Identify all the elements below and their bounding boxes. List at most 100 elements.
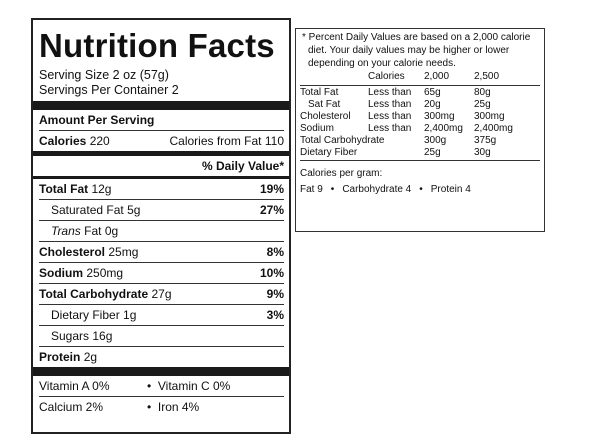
nutrient-amount: 16g <box>92 329 113 343</box>
nutrition-facts-label: Nutrition Facts Serving Size 2 oz (57g) … <box>31 18 291 434</box>
table-cell: 80g <box>474 87 491 98</box>
header-cell: 2,000 <box>424 71 474 86</box>
protein-per-gram: Protein 4 <box>430 184 471 195</box>
table-cell: 2,400mg <box>474 123 513 134</box>
table-row: Sodium Less than 2,400mg 2,400mg <box>300 123 540 135</box>
calories-row: Calories 220 Calories from Fat 110 <box>39 130 284 151</box>
nutrient-row-trans-fat: Trans Fat 0g <box>39 220 284 241</box>
fat-per-gram: Fat 9 <box>300 184 323 195</box>
iron: Iron 4% <box>157 400 200 414</box>
thick-divider <box>33 101 289 110</box>
calories-label: Calories <box>39 134 87 148</box>
nutrient-name: Trans <box>51 224 81 238</box>
nutrient-name: Sodium <box>39 266 83 280</box>
nutrient-name: Cholesterol <box>39 245 106 259</box>
nutrient-row-total-carbohydrate: Total Carbohydrate 27g 9% <box>39 283 284 304</box>
daily-values-footnote: * Percent Daily Values are based on a 2,… <box>295 28 545 232</box>
header-cell: Calories <box>368 71 424 86</box>
vitamin-row-2: Calcium 2% • Iron 4% <box>39 396 284 417</box>
table-row: Dietary Fiber 25g 30g <box>300 147 540 161</box>
nutrient-amount: 25mg <box>108 245 139 259</box>
vitamin-c: Vitamin C 0% <box>157 379 231 393</box>
bullet: • <box>419 184 423 195</box>
table-header-row: Calories 2,000 2,500 <box>300 71 540 86</box>
calories-from-fat-value: 110 <box>264 134 284 148</box>
vitamin-a: Vitamin A 0% <box>39 379 110 393</box>
calories-per-gram-values: Fat 9 • Carbohydrate 4 • Protein 4 <box>300 183 540 196</box>
medium-divider-2 <box>33 176 289 179</box>
label-title: Nutrition Facts <box>39 27 275 64</box>
table-cell: 300g <box>424 135 447 146</box>
nutrient-amount: 12g <box>91 182 112 196</box>
nutrient-name: Saturated Fat <box>51 203 124 217</box>
thick-divider-2 <box>33 367 289 376</box>
nutrient-row-dietary-fiber: Dietary Fiber 1g 3% <box>39 304 284 325</box>
calcium: Calcium 2% <box>39 400 104 414</box>
medium-divider <box>33 151 289 156</box>
header-cell <box>300 71 368 86</box>
header-cell: 2,500 <box>474 71 540 86</box>
nutrient-row-total-fat: Total Fat 12g 19% <box>39 179 284 199</box>
bullet: • <box>147 379 152 393</box>
nutrient-name: Sugars <box>51 329 90 343</box>
nutrient-pct: 3% <box>266 308 284 322</box>
table-cell: 2,400mg <box>424 123 463 134</box>
vitamin-row-1: Vitamin A 0% • Vitamin C 0% <box>39 376 284 396</box>
nutrient-name: Total Fat <box>39 182 89 196</box>
table-cell: Total Carbohydrate <box>300 135 385 146</box>
table-cell: 25g <box>474 99 491 110</box>
table-cell: Less than <box>368 123 412 134</box>
serving-size: Serving Size 2 oz (57g) <box>39 68 169 82</box>
table-row: Sat Fat Less than 20g 25g <box>300 99 540 111</box>
table-cell: Less than <box>368 99 412 110</box>
table-cell: Less than <box>368 87 412 98</box>
amount-per-serving: Amount Per Serving <box>39 113 155 127</box>
table-row: Total Carbohydrate 300g 375g <box>300 135 540 147</box>
table-cell: Cholesterol <box>300 111 351 122</box>
table-cell: 375g <box>474 135 497 146</box>
nutrient-row-protein: Protein 2g <box>39 346 284 367</box>
nutrient-name: Total Carbohydrate <box>39 287 149 301</box>
nutrient-name: Dietary Fiber <box>51 308 120 322</box>
nutrient-pct: 8% <box>266 245 284 259</box>
nutrient-amount: 250mg <box>86 266 124 280</box>
table-row: Cholesterol Less than 300mg 300mg <box>300 111 540 123</box>
table-cell: 65g <box>424 87 441 98</box>
calories-from-fat-label: Calories from Fat <box>169 134 262 148</box>
nutrient-amount: Fat 0g <box>84 224 119 238</box>
table-cell: Total Fat <box>300 87 339 98</box>
servings-per-container: Servings Per Container 2 <box>39 83 179 97</box>
carbohydrate-per-gram: Carbohydrate 4 <box>342 184 412 195</box>
table-cell: Dietary Fiber <box>300 147 424 161</box>
bullet: • <box>147 400 152 414</box>
nutrient-amount: 5g <box>127 203 141 217</box>
nutrient-row-sugars: Sugars 16g <box>39 325 284 346</box>
table-row: Total Fat Less than 65g 80g <box>300 86 540 100</box>
nutrient-pct: 27% <box>259 203 284 217</box>
table-cell: 300mg <box>424 111 455 122</box>
nutrient-amount: 2g <box>83 350 98 364</box>
nutrient-row-cholesterol: Cholesterol 25mg 8% <box>39 241 284 262</box>
nutrient-amount: 1g <box>123 308 137 322</box>
table-cell: 30g <box>474 147 540 161</box>
nutrient-pct: 10% <box>259 266 284 280</box>
table-cell: 25g <box>424 147 474 161</box>
table-cell: 20g <box>424 99 441 110</box>
nutrient-row-saturated-fat: Saturated Fat 5g 27% <box>39 199 284 220</box>
nutrient-amount: 27g <box>151 287 172 301</box>
table-cell: Less than <box>368 111 412 122</box>
calories-value: 220 <box>89 134 110 148</box>
footnote-text: * Percent Daily Values are based on a 2,… <box>302 32 531 69</box>
daily-value-header: % Daily Value* <box>201 159 284 173</box>
bullet: • <box>330 184 335 195</box>
table-cell: Sodium <box>300 123 334 134</box>
nutrient-pct: 19% <box>259 182 284 196</box>
table-cell: Sat Fat <box>308 99 341 110</box>
nutrient-row-sodium: Sodium 250mg 10% <box>39 262 284 283</box>
calories-from-fat: Calories from Fat 110 <box>169 131 284 151</box>
calories-per-gram-label: Calories per gram: <box>300 168 383 179</box>
table-cell: 300mg <box>474 111 505 122</box>
daily-values-table: Calories 2,000 2,500 Total Fat Less than… <box>300 71 540 161</box>
nutrient-pct: 9% <box>266 287 284 301</box>
nutrient-name: Protein <box>39 350 81 364</box>
